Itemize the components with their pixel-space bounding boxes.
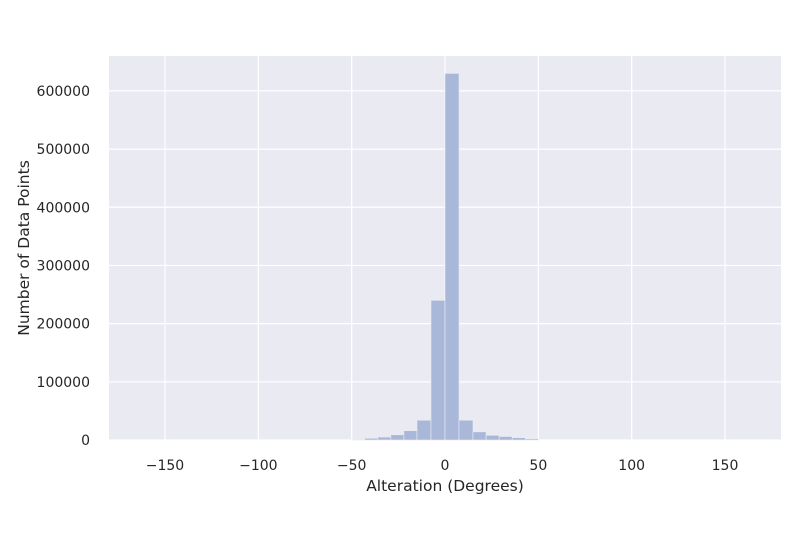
x-tick-label: −50 (337, 458, 367, 474)
x-tick-label: 50 (529, 458, 547, 474)
y-tick-label: 0 (81, 433, 90, 449)
y-axis-label: Number of Data Points (15, 160, 33, 336)
y-tick-label: 100000 (37, 375, 90, 391)
x-tick-label: −100 (239, 458, 277, 474)
y-axis-ticks: 0 100000 200000 300000 400000 500000 600000 (37, 84, 90, 449)
histogram-bar (458, 419, 474, 441)
x-tick-label: 0 (441, 458, 450, 474)
x-tick-label: −150 (146, 458, 184, 474)
histogram-bar (364, 437, 379, 441)
x-axis-ticks: −150 −100 −50 0 50 100 150 (146, 458, 739, 474)
y-tick-label: 400000 (37, 200, 90, 216)
histogram-bar (377, 436, 392, 441)
histogram-bar (444, 73, 460, 441)
histogram-bar (351, 439, 366, 441)
y-tick-label: 300000 (37, 258, 90, 274)
x-axis-label: Alteration (Degrees) (366, 477, 524, 495)
histogram-bar (416, 419, 432, 441)
x-tick-label: 150 (712, 458, 739, 474)
histogram-bar (390, 434, 405, 441)
y-tick-label: 200000 (37, 317, 90, 333)
histogram-bars (351, 73, 539, 441)
histogram-bar (485, 435, 500, 441)
histogram-bar (511, 437, 526, 441)
histogram-bar (403, 430, 418, 441)
histogram-bar (472, 431, 487, 441)
y-tick-label: 600000 (37, 84, 90, 100)
histogram-bar (524, 438, 539, 441)
y-tick-label: 500000 (37, 142, 90, 158)
histogram-bar (498, 436, 513, 441)
histogram-bar (430, 300, 446, 441)
x-tick-label: 100 (618, 458, 645, 474)
